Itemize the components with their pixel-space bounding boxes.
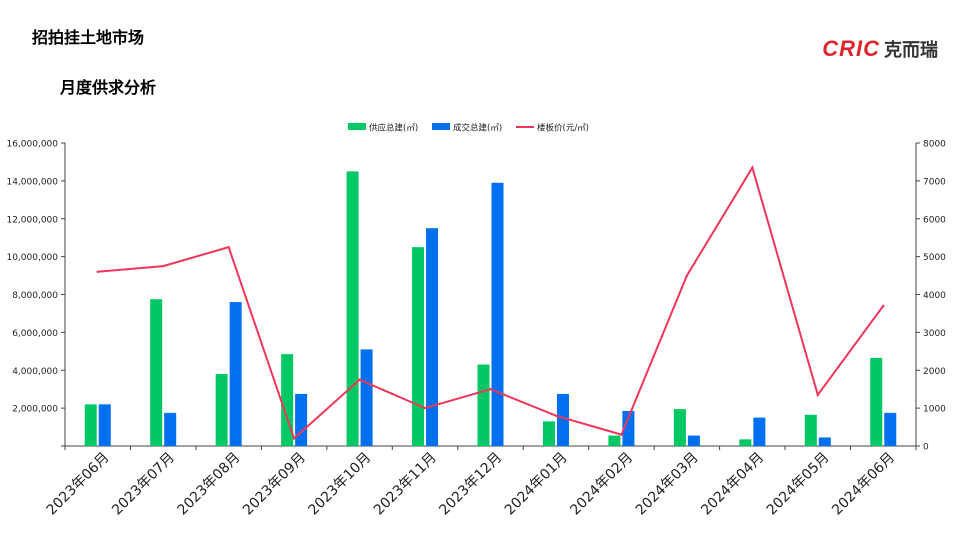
left-tick-label: 14,000,000 bbox=[6, 177, 58, 187]
deal-bar bbox=[98, 404, 111, 446]
left-tick-label: 4,000,000 bbox=[12, 367, 58, 377]
logo-mark: CRIC bbox=[822, 36, 880, 61]
price-point bbox=[161, 264, 165, 268]
supply-bar bbox=[84, 404, 97, 446]
price-line bbox=[97, 165, 885, 441]
cric-logo: CRIC 克而瑞 bbox=[822, 36, 938, 62]
deal-bar bbox=[295, 393, 308, 446]
price-point bbox=[96, 270, 99, 273]
price-point bbox=[620, 433, 623, 436]
price-point bbox=[816, 393, 820, 397]
supply-bar bbox=[739, 439, 752, 446]
right-tick-label: 1000 bbox=[923, 405, 946, 415]
deal-bar bbox=[360, 349, 373, 446]
x-tick-label: 2023年10月 bbox=[305, 450, 374, 519]
x-tick-label: 2024年05月 bbox=[764, 450, 833, 519]
x-tick-label: 2023年07月 bbox=[109, 450, 178, 519]
deal-bar bbox=[687, 435, 700, 446]
supply-bar bbox=[281, 354, 294, 446]
left-tick-label: 8,000,000 bbox=[12, 291, 58, 301]
x-tick-label: 2024年02月 bbox=[567, 450, 636, 519]
supply-bar bbox=[346, 171, 359, 446]
deal-bar bbox=[556, 393, 569, 446]
supply-bar bbox=[150, 299, 163, 446]
supply-bar bbox=[804, 414, 817, 446]
deal-bar bbox=[753, 417, 766, 446]
deal-bar bbox=[622, 410, 635, 446]
right-tick-label: 8000 bbox=[923, 140, 946, 150]
price-point bbox=[554, 414, 558, 417]
x-tick-label: 2023年11月 bbox=[371, 450, 440, 519]
legend-label: 供应总建(㎡) bbox=[369, 123, 418, 134]
x-tick-label: 2023年08月 bbox=[175, 450, 244, 519]
right-tick-label: 0 bbox=[923, 443, 929, 453]
x-tick-label: 2024年06月 bbox=[829, 450, 898, 519]
x-tick-label: 2024年03月 bbox=[633, 450, 702, 519]
right-tick-label: 6000 bbox=[923, 215, 946, 225]
deal-bar bbox=[426, 228, 439, 446]
x-tick-label: 2023年12月 bbox=[436, 450, 505, 519]
deal-bar bbox=[229, 302, 242, 446]
deal-bar bbox=[164, 412, 177, 446]
supply-bar bbox=[412, 247, 425, 446]
supply-bar bbox=[673, 409, 686, 446]
supply-bar bbox=[542, 421, 555, 446]
left-tick-label: 16,000,000 bbox=[6, 140, 58, 150]
right-tick-label: 7000 bbox=[923, 177, 946, 187]
supply-bar bbox=[608, 435, 621, 446]
right-tick-label: 4000 bbox=[923, 291, 946, 301]
deal-bar bbox=[884, 412, 897, 446]
supply-bar bbox=[870, 357, 883, 446]
price-point bbox=[227, 245, 230, 249]
price-point bbox=[358, 378, 361, 381]
supply-bar bbox=[215, 374, 228, 446]
left-tick-label: 12,000,000 bbox=[6, 215, 58, 225]
x-tick-label: 2024年04月 bbox=[698, 450, 767, 519]
price-point bbox=[882, 304, 885, 308]
price-point bbox=[423, 406, 427, 410]
legend-label: 成交总建(㎡) bbox=[453, 123, 502, 134]
deal-bar bbox=[818, 437, 831, 446]
supply-bar bbox=[477, 364, 490, 446]
price-point bbox=[489, 387, 492, 391]
logo-name: 克而瑞 bbox=[884, 40, 938, 61]
right-tick-label: 2000 bbox=[923, 367, 946, 377]
price-point bbox=[292, 437, 296, 440]
price-point bbox=[751, 166, 754, 169]
left-tick-label: 10,000,000 bbox=[6, 253, 58, 263]
left-tick-label: 2,000,000 bbox=[12, 405, 58, 415]
legend-swatch bbox=[432, 123, 450, 130]
right-tick-label: 3000 bbox=[923, 329, 946, 339]
deal-bar bbox=[491, 182, 504, 447]
right-tick-label: 5000 bbox=[923, 253, 946, 263]
x-tick-label: 2023年06月 bbox=[44, 450, 113, 519]
price-point bbox=[685, 274, 689, 277]
chart-subtitle: 月度供求分析 bbox=[60, 78, 157, 97]
page-title: 招拍挂土地市场 bbox=[32, 28, 145, 47]
x-tick-label: 2024年01月 bbox=[502, 450, 571, 519]
x-tick-label: 2023年09月 bbox=[240, 450, 309, 519]
legend-swatch bbox=[348, 123, 366, 130]
left-tick-label: 6,000,000 bbox=[12, 329, 58, 339]
legend-label: 楼板价(元/㎡) bbox=[537, 123, 589, 134]
